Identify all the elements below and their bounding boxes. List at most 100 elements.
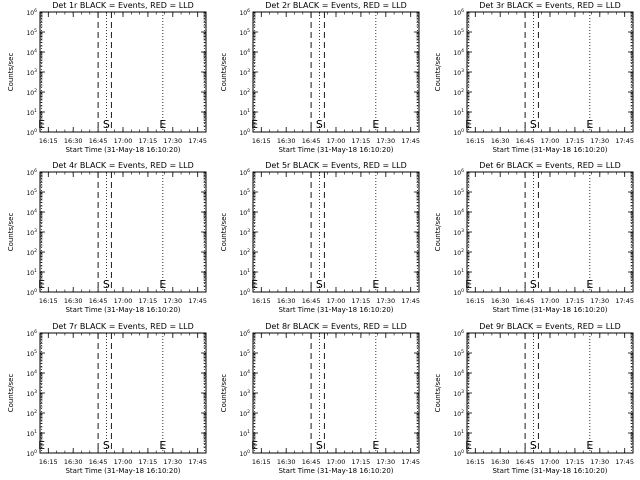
y-tick-exponent: 2	[247, 409, 250, 415]
y-tick-exponent: 3	[461, 68, 464, 74]
x-tick-label: 16:45	[89, 137, 108, 145]
x-tick-label: 17:30	[376, 458, 395, 466]
plot-frame	[39, 11, 207, 133]
y-tick-label: 102	[453, 88, 464, 97]
event-marker-label: E	[465, 439, 472, 452]
y-tick-exponent: 3	[247, 389, 250, 395]
y-tick-label: 100	[26, 128, 37, 137]
x-tick-label: 17:30	[376, 297, 395, 305]
x-tick-label: 17:45	[188, 458, 207, 466]
event-marker-label: E	[586, 118, 593, 131]
event-marker-label: S	[316, 278, 323, 291]
x-tick-label: 17:15	[139, 297, 158, 305]
panel-title: Det 1r BLACK = Events, RED = LLD	[52, 1, 194, 10]
y-tick-label: 101	[26, 268, 37, 277]
y-tick-exponent: 6	[461, 168, 464, 174]
y-tick-label: 106	[239, 168, 250, 177]
y-tick-label: 106	[453, 8, 464, 17]
y-tick-exponent: 1	[34, 108, 37, 114]
x-tick-label: 17:45	[188, 137, 207, 145]
y-tick-label: 105	[239, 28, 250, 37]
y-tick-label: 101	[239, 268, 250, 277]
event-marker-label: E	[38, 278, 45, 291]
x-tick-label: 17:45	[401, 458, 420, 466]
event-marker-label: E	[159, 118, 166, 131]
y-tick-exponent: 6	[247, 329, 250, 335]
x-tick-label: 17:30	[590, 458, 609, 466]
x-tick-label: 17:15	[139, 137, 158, 145]
plot-frame	[39, 332, 207, 454]
detector-panel: Det 6r BLACK = Events, RED = LLD Counts/s…	[434, 161, 634, 314]
x-axis-label: Start Time (31-May-18 16:10:20)	[278, 146, 393, 154]
y-tick-exponent: 0	[34, 449, 37, 455]
x-axis-label: Start Time (31-May-18 16:10:20)	[492, 306, 607, 314]
y-tick-exponent: 0	[247, 449, 250, 455]
y-tick-label: 102	[26, 88, 37, 97]
y-tick-label: 101	[26, 429, 37, 438]
detector-panel: Det 9r BLACK = Events, RED = LLD Counts/s…	[434, 322, 634, 475]
x-tick-label: 17:45	[615, 137, 634, 145]
x-tick-label: 17:15	[139, 458, 158, 466]
y-tick-label: 103	[239, 389, 250, 398]
y-tick-label: 104	[239, 48, 250, 57]
y-tick-exponent: 3	[461, 228, 464, 234]
y-tick-label: 102	[453, 248, 464, 257]
y-tick-label: 101	[453, 429, 464, 438]
y-tick-label: 105	[453, 28, 464, 37]
y-tick-label: 101	[26, 108, 37, 117]
x-tick-label: 16:45	[302, 297, 321, 305]
x-tick-label: 17:45	[615, 458, 634, 466]
x-tick-label: 17:45	[401, 297, 420, 305]
y-tick-label: 100	[453, 128, 464, 137]
x-tick-label: 16:15	[466, 137, 485, 145]
y-tick-exponent: 2	[34, 248, 37, 254]
y-tick-label: 104	[239, 208, 250, 217]
x-tick-label: 17:30	[376, 137, 395, 145]
y-axis-label: Counts/sec	[220, 53, 228, 92]
y-axis-label: Counts/sec	[7, 213, 15, 252]
x-tick-label: 17:15	[352, 297, 371, 305]
plot-frame	[252, 171, 420, 293]
y-tick-label: 105	[239, 188, 250, 197]
x-tick-label: 17:30	[163, 137, 182, 145]
event-marker-label: E	[38, 439, 45, 452]
x-tick-label: 16:30	[491, 137, 510, 145]
y-tick-label: 100	[239, 449, 250, 458]
y-tick-label: 100	[453, 288, 464, 297]
y-tick-label: 101	[453, 108, 464, 117]
event-marker-label: S	[316, 118, 323, 131]
event-marker-label: E	[465, 278, 472, 291]
x-tick-label: 17:00	[114, 458, 133, 466]
x-tick-label: 17:30	[163, 458, 182, 466]
x-tick-label: 16:15	[39, 458, 58, 466]
y-tick-exponent: 6	[247, 8, 250, 14]
y-tick-exponent: 0	[461, 449, 464, 455]
y-tick-exponent: 2	[461, 88, 464, 94]
x-tick-label: 17:30	[163, 297, 182, 305]
panel-title: Det 6r BLACK = Events, RED = LLD	[479, 161, 621, 170]
event-marker-label: S	[530, 118, 537, 131]
x-tick-label: 17:15	[566, 297, 585, 305]
y-tick-exponent: 4	[247, 369, 250, 375]
y-tick-exponent: 1	[461, 108, 464, 114]
event-marker-label: S	[530, 278, 537, 291]
y-tick-exponent: 1	[461, 429, 464, 435]
y-tick-exponent: 1	[34, 268, 37, 274]
x-tick-label: 16:45	[89, 297, 108, 305]
x-tick-label: 17:30	[590, 297, 609, 305]
y-tick-label: 101	[453, 268, 464, 277]
y-tick-exponent: 3	[461, 389, 464, 395]
x-axis-label: Start Time (31-May-18 16:10:20)	[65, 146, 180, 154]
x-tick-label: 16:45	[516, 458, 535, 466]
y-tick-exponent: 4	[461, 48, 464, 54]
y-tick-label: 105	[26, 28, 37, 37]
event-marker-label: E	[586, 278, 593, 291]
x-tick-label: 16:30	[277, 458, 296, 466]
event-marker-label: E	[372, 439, 379, 452]
y-tick-exponent: 3	[247, 68, 250, 74]
x-tick-label: 17:15	[566, 137, 585, 145]
y-tick-label: 104	[26, 369, 37, 378]
x-tick-label: 17:45	[401, 137, 420, 145]
y-tick-label: 103	[26, 68, 37, 77]
